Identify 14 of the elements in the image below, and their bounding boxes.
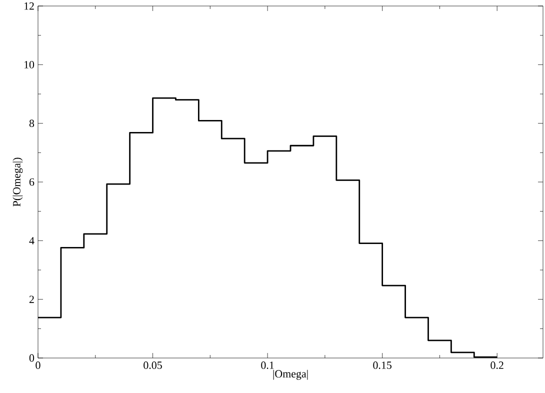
y-tick-label: 6 bbox=[29, 178, 34, 186]
x-axis-title: |Omega| bbox=[273, 370, 308, 380]
y-tick-label: 0 bbox=[29, 354, 34, 362]
x-tick-label: 0.1 bbox=[261, 362, 274, 369]
x-tick-label: 0 bbox=[36, 362, 40, 369]
x-tick-label: 0.15 bbox=[373, 362, 392, 369]
y-axis-title: P(|Omega|) bbox=[12, 158, 23, 206]
x-tick-label: 0.05 bbox=[144, 362, 162, 369]
y-tick-label: 8 bbox=[29, 120, 34, 128]
y-tick-label: 10 bbox=[24, 60, 34, 68]
y-tick-label: 12 bbox=[24, 2, 34, 10]
y-tick-label: 4 bbox=[29, 237, 34, 244]
y-tick-label: 2 bbox=[29, 296, 34, 303]
x-tick-label: 0.2 bbox=[490, 362, 504, 369]
